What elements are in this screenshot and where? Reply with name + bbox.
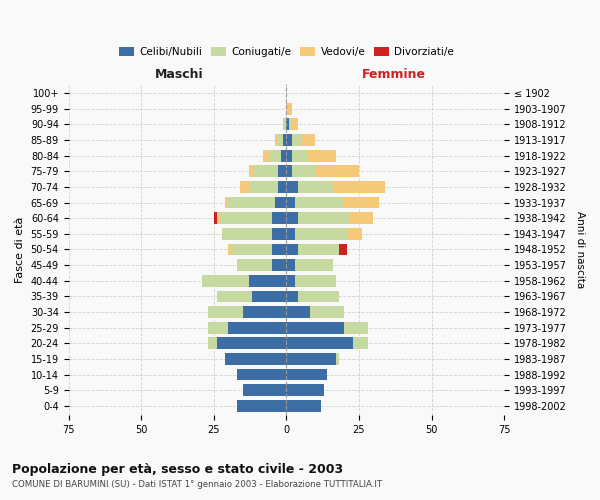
Bar — [286, 275, 295, 286]
Bar — [217, 338, 286, 349]
Bar — [229, 322, 286, 334]
Bar — [214, 212, 217, 224]
Bar — [286, 353, 336, 365]
Bar — [286, 384, 324, 396]
Bar — [237, 400, 286, 412]
Bar — [275, 134, 278, 146]
Bar — [208, 322, 229, 334]
Bar — [283, 134, 286, 146]
Bar — [263, 150, 269, 162]
Bar — [254, 166, 278, 177]
Bar — [281, 150, 286, 162]
Bar — [292, 134, 301, 146]
Bar — [269, 150, 281, 162]
Bar — [344, 196, 379, 208]
Bar — [298, 212, 350, 224]
Bar — [298, 290, 338, 302]
Bar — [237, 260, 272, 271]
Bar — [237, 368, 286, 380]
Bar — [220, 212, 272, 224]
Legend: Celibi/Nubili, Coniugati/e, Vedovi/e, Divorziati/e: Celibi/Nubili, Coniugati/e, Vedovi/e, Di… — [115, 42, 458, 61]
Bar — [286, 338, 353, 349]
Bar — [231, 244, 272, 256]
Bar — [275, 196, 286, 208]
Bar — [272, 244, 286, 256]
Bar — [292, 150, 307, 162]
Bar — [286, 150, 292, 162]
Bar — [336, 353, 338, 365]
Bar — [272, 228, 286, 239]
Text: Maschi: Maschi — [155, 68, 203, 82]
Bar — [295, 260, 333, 271]
Bar — [347, 228, 362, 239]
Bar — [208, 338, 217, 349]
Bar — [286, 260, 295, 271]
Bar — [251, 290, 286, 302]
Bar — [278, 181, 286, 193]
Bar — [286, 400, 321, 412]
Bar — [292, 118, 298, 130]
Bar — [229, 244, 231, 256]
Bar — [243, 306, 286, 318]
Bar — [217, 290, 251, 302]
Bar — [286, 306, 310, 318]
Bar — [295, 275, 336, 286]
Bar — [217, 212, 220, 224]
Bar — [353, 338, 368, 349]
Bar — [344, 322, 368, 334]
Bar — [310, 306, 344, 318]
Text: COMUNE DI BARUMINI (SU) - Dati ISTAT 1° gennaio 2003 - Elaborazione TUTTITALIA.I: COMUNE DI BARUMINI (SU) - Dati ISTAT 1° … — [12, 480, 382, 489]
Bar — [289, 118, 292, 130]
Bar — [295, 228, 347, 239]
Bar — [243, 384, 286, 396]
Bar — [333, 181, 385, 193]
Bar — [286, 368, 327, 380]
Bar — [286, 103, 292, 115]
Bar — [248, 166, 254, 177]
Bar — [350, 212, 373, 224]
Bar — [292, 166, 316, 177]
Bar — [307, 150, 336, 162]
Bar — [286, 118, 289, 130]
Text: Femmine: Femmine — [362, 68, 426, 82]
Text: Popolazione per età, sesso e stato civile - 2003: Popolazione per età, sesso e stato civil… — [12, 462, 343, 475]
Bar — [272, 212, 286, 224]
Bar — [248, 275, 286, 286]
Bar — [316, 166, 359, 177]
Bar — [286, 244, 298, 256]
Bar — [286, 212, 298, 224]
Bar — [240, 181, 248, 193]
Bar — [286, 166, 292, 177]
Bar — [248, 181, 278, 193]
Bar — [301, 134, 316, 146]
Bar — [208, 306, 243, 318]
Bar — [226, 353, 286, 365]
Bar — [278, 134, 283, 146]
Bar — [286, 134, 292, 146]
Bar — [229, 196, 275, 208]
Y-axis label: Anni di nascita: Anni di nascita — [575, 211, 585, 288]
Bar — [223, 228, 272, 239]
Bar — [202, 275, 248, 286]
Bar — [298, 181, 333, 193]
Bar — [295, 196, 344, 208]
Bar — [272, 260, 286, 271]
Bar — [226, 196, 229, 208]
Bar — [298, 244, 338, 256]
Bar — [286, 290, 298, 302]
Bar — [278, 166, 286, 177]
Bar — [286, 181, 298, 193]
Y-axis label: Fasce di età: Fasce di età — [15, 216, 25, 282]
Bar — [283, 118, 286, 130]
Bar — [286, 196, 295, 208]
Bar — [338, 244, 347, 256]
Bar — [286, 322, 344, 334]
Bar — [286, 228, 295, 239]
